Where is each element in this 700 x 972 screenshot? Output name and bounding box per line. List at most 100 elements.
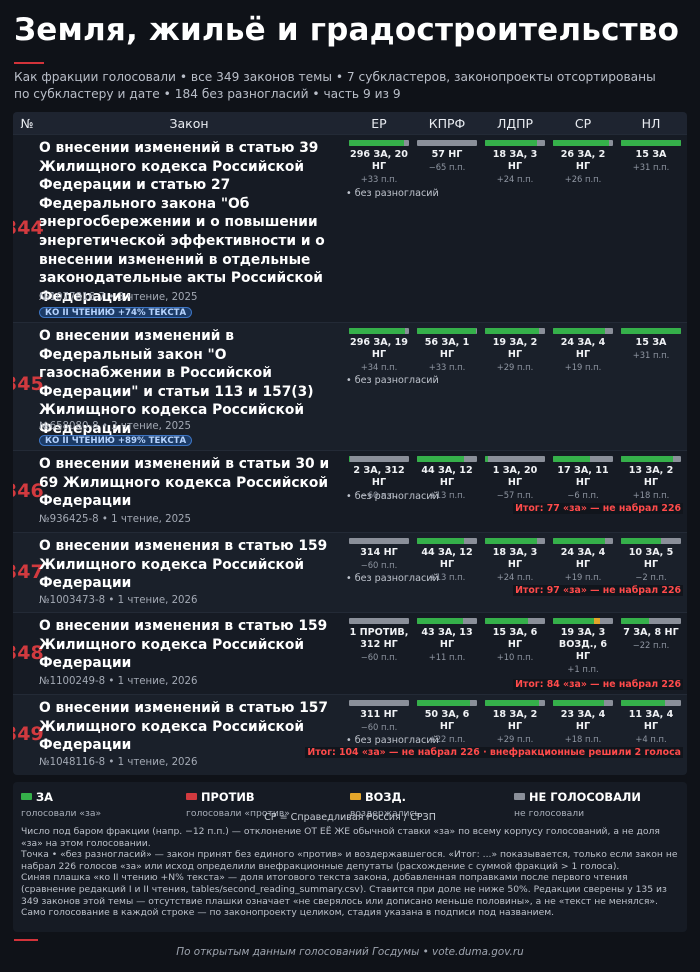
vote-bar: [349, 618, 409, 624]
vote-label: 314 НГ: [360, 547, 398, 558]
za-fill: [485, 700, 539, 706]
za-fill: [621, 618, 650, 624]
deviation-label: −60 п.п.: [360, 652, 398, 662]
no-disagreement-mark: • без разногласий: [346, 491, 439, 502]
faction-cell-sr: 24 ЗА, 4 НГ +19 п.п.: [553, 538, 613, 582]
vote-label: 296 ЗА, 20 НГ: [350, 149, 408, 172]
deviation-label: +24 п.п.: [496, 572, 534, 582]
za-fill: [621, 700, 665, 706]
legend-name: ЗА: [36, 790, 53, 804]
table-header: № Закон ЕР КПРФ ЛДПР СР НЛ: [13, 112, 687, 134]
vote-label: 18 ЗА, 3 НГ: [492, 149, 538, 172]
faction-cell-nl: 15 ЗА +31 п.п.: [621, 140, 681, 172]
deviation-label: +18 п.п.: [564, 734, 602, 744]
verdict-note: Итог: 97 «за» — не набрал 226: [513, 585, 683, 596]
deviation-label: +26 п.п.: [564, 174, 602, 184]
deviation-label: +34 п.п.: [360, 362, 398, 372]
abstain-fill: [593, 618, 601, 624]
table-row: 348 О внесении изменения в статью 159 Жи…: [13, 612, 687, 694]
vote-bar: [417, 140, 477, 146]
za-fill: [417, 538, 465, 544]
deviation-label: −22 п.п.: [632, 640, 670, 650]
vote-label: 311 НГ: [360, 709, 398, 720]
vote-label: 57 НГ: [431, 149, 463, 160]
law-title: О внесении изменений в статьи 30 и 69 Жи…: [39, 456, 330, 510]
law-meta: №936425-8 • 1 чтение, 2025: [39, 514, 192, 525]
deviation-label: +13 п.п.: [428, 572, 466, 582]
deviation-label: −2 п.п.: [635, 572, 667, 582]
vote-label: 11 ЗА, 4 НГ: [628, 709, 674, 732]
faction-cell-nl: 13 ЗА, 2 НГ +18 п.п.: [621, 456, 681, 500]
vote-bar: [553, 456, 613, 462]
footer-accent-rule: [14, 939, 38, 941]
za-fill: [485, 328, 539, 334]
za-fill: [553, 140, 609, 146]
vote-bar: [349, 328, 409, 334]
deviation-label: +31 п.п.: [632, 162, 670, 172]
law-title: О внесении изменений в статью 39 Жилищно…: [39, 140, 325, 305]
table-row: 346 О внесении изменений в статьи 30 и 6…: [13, 450, 687, 532]
deviation-label: +11 п.п.: [428, 652, 466, 662]
law-meta: №658080-8 • 3 чтение, 2025: [39, 421, 192, 432]
vote-label: 44 ЗА, 12 НГ: [421, 465, 473, 488]
faction-cell-sr: 23 ЗА, 4 НГ +18 п.п.: [553, 700, 613, 744]
law-title: О внесении изменений в Федеральный закон…: [39, 328, 314, 437]
za-fill: [485, 456, 488, 462]
legend-name: ВОЗД.: [365, 790, 406, 804]
vote-label: 24 ЗА, 4 НГ: [560, 337, 606, 360]
vote-bar: [621, 328, 681, 334]
za-fill: [621, 140, 681, 146]
za-fill: [417, 618, 464, 624]
verdict-note: Итог: 104 «за» — не набрал 226 · внефрак…: [305, 747, 683, 758]
vote-label: 26 ЗА, 2 НГ: [560, 149, 606, 172]
faction-cell-kprf: 43 ЗА, 13 НГ +11 п.п.: [417, 618, 477, 662]
vote-bar: [485, 456, 545, 462]
za-fill: [553, 700, 604, 706]
vote-bar: [485, 538, 545, 544]
faction-cell-nl: 10 ЗА, 5 НГ −2 п.п.: [621, 538, 681, 582]
vote-label: 24 ЗА, 4 НГ: [560, 547, 606, 570]
vote-label: 296 ЗА, 19 НГ: [350, 337, 408, 360]
vote-bar: [485, 618, 545, 624]
table-row: 349 О внесении изменений в статью 157 Жи…: [13, 694, 687, 775]
vote-bar: [417, 618, 477, 624]
faction-cell-ldpr: 18 ЗА, 3 НГ +24 п.п.: [485, 140, 545, 184]
deviation-label: +33 п.п.: [428, 362, 466, 372]
faction-cell-ldpr: 18 ЗА, 3 НГ +24 п.п.: [485, 538, 545, 582]
vote-label: 10 ЗА, 5 НГ: [628, 547, 674, 570]
za-fill: [349, 140, 405, 146]
deviation-label: +22 п.п.: [428, 734, 466, 744]
vote-bar: [553, 618, 613, 624]
page-subtitle: Как фракции голосовали • все 349 законов…: [14, 70, 656, 101]
vote-bar: [621, 700, 681, 706]
deviation-label: +24 п.п.: [496, 174, 534, 184]
text-change-badge: КО II ЧТЕНИЮ +89% ТЕКСТА: [39, 435, 193, 446]
vote-label: 7 ЗА, 8 НГ: [623, 627, 679, 638]
deviation-label: −57 п.п.: [496, 490, 534, 500]
note-deviation: Число под баром фракции (напр. −12 п.п.)…: [21, 826, 660, 849]
law-meta: №1077816-7 • 3 чтение, 2025: [39, 292, 198, 303]
vote-bar: [485, 140, 545, 146]
faction-cell-nl: 15 ЗА +31 п.п.: [621, 328, 681, 360]
vote-label: 19 ЗА, 2 НГ: [492, 337, 538, 360]
law-title: О внесении изменения в статью 159 Жилищн…: [39, 618, 328, 672]
faction-cell-nl: 7 ЗА, 8 НГ −22 п.п.: [621, 618, 681, 650]
faction-cell-er: 296 ЗА, 19 НГ +34 п.п.: [349, 328, 409, 372]
header-kprf: КПРФ: [428, 116, 466, 131]
table-row: 347 О внесении изменения в статью 159 Жи…: [13, 532, 687, 612]
deviation-label: +10 п.п.: [496, 652, 534, 662]
row-number: 344: [13, 217, 44, 239]
vote-label: 2 ЗА, 312 НГ: [353, 465, 405, 488]
za-fill: [349, 328, 406, 334]
note-badge: Синяя плашка «ко II чтению +N% текста» —…: [21, 872, 667, 919]
vote-label: 18 ЗА, 3 НГ: [492, 547, 538, 570]
vote-label: 15 ЗА: [635, 337, 667, 348]
vote-bar: [621, 140, 681, 146]
sr-abbreviation-note: СР = Справедливая Россия / СРЗП: [264, 812, 436, 823]
vote-label: 1 ПРОТИВ, 312 НГ: [349, 627, 409, 650]
vote-bar: [417, 456, 477, 462]
za-fill: [485, 538, 537, 544]
law-meta: №1003473-8 • 1 чтение, 2026: [39, 595, 198, 606]
page-title: Земля, жильё и градостроительство: [14, 12, 680, 48]
vote-bar: [349, 140, 409, 146]
